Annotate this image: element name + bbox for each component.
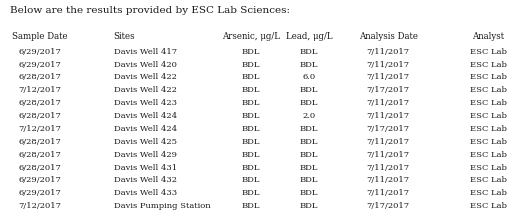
Text: 7/12/2017: 7/12/2017 [18, 86, 61, 94]
Text: 7/12/2017: 7/12/2017 [18, 202, 61, 210]
Text: Davis Well 433: Davis Well 433 [114, 189, 177, 197]
Text: ESC Lab: ESC Lab [470, 48, 507, 56]
Text: 6/28/2017: 6/28/2017 [18, 99, 61, 107]
Text: 7/17/2017: 7/17/2017 [366, 202, 410, 210]
Text: Analysis Date: Analysis Date [359, 32, 418, 41]
Text: 7/11/2017: 7/11/2017 [366, 138, 410, 146]
Text: 6/29/2017: 6/29/2017 [18, 176, 61, 184]
Text: ESC Lab: ESC Lab [470, 99, 507, 107]
Text: Analyst: Analyst [473, 32, 504, 41]
Text: 6/29/2017: 6/29/2017 [18, 61, 61, 69]
Text: 7/17/2017: 7/17/2017 [366, 125, 410, 133]
Text: 7/11/2017: 7/11/2017 [366, 151, 410, 159]
Text: BDL: BDL [299, 125, 318, 133]
Text: 6/28/2017: 6/28/2017 [18, 112, 61, 120]
Text: BDL: BDL [299, 61, 318, 69]
Text: ESC Lab: ESC Lab [470, 125, 507, 133]
Text: Davis Well 422: Davis Well 422 [114, 73, 176, 81]
Text: 7/11/2017: 7/11/2017 [366, 164, 410, 172]
Text: Sample Date: Sample Date [12, 32, 68, 41]
Text: BDL: BDL [241, 61, 260, 69]
Text: 7/11/2017: 7/11/2017 [366, 48, 410, 56]
Text: BDL: BDL [241, 138, 260, 146]
Text: Davis Well 420: Davis Well 420 [114, 61, 176, 69]
Text: Davis Well 425: Davis Well 425 [114, 138, 176, 146]
Text: BDL: BDL [241, 189, 260, 197]
Text: 6/28/2017: 6/28/2017 [18, 138, 61, 146]
Text: ESC Lab: ESC Lab [470, 73, 507, 81]
Text: BDL: BDL [241, 99, 260, 107]
Text: Davis Well 429: Davis Well 429 [114, 151, 176, 159]
Text: 7/11/2017: 7/11/2017 [366, 189, 410, 197]
Text: 6/28/2017: 6/28/2017 [18, 73, 61, 81]
Text: 6/28/2017: 6/28/2017 [18, 164, 61, 172]
Text: Davis Well 432: Davis Well 432 [114, 176, 176, 184]
Text: Arsenic, μg/L: Arsenic, μg/L [222, 32, 280, 41]
Text: 2.0: 2.0 [303, 112, 315, 120]
Text: ESC Lab: ESC Lab [470, 151, 507, 159]
Text: ESC Lab: ESC Lab [470, 164, 507, 172]
Text: BDL: BDL [299, 202, 318, 210]
Text: BDL: BDL [299, 176, 318, 184]
Text: Davis Well 424: Davis Well 424 [114, 125, 177, 133]
Text: 7/17/2017: 7/17/2017 [366, 86, 410, 94]
Text: Davis Well 423: Davis Well 423 [114, 99, 176, 107]
Text: BDL: BDL [241, 125, 260, 133]
Text: Davis Well 422: Davis Well 422 [114, 86, 176, 94]
Text: BDL: BDL [299, 164, 318, 172]
Text: 7/11/2017: 7/11/2017 [366, 61, 410, 69]
Text: ESC Lab: ESC Lab [470, 202, 507, 210]
Text: Davis Well 424: Davis Well 424 [114, 112, 177, 120]
Text: BDL: BDL [241, 176, 260, 184]
Text: BDL: BDL [299, 86, 318, 94]
Text: BDL: BDL [299, 99, 318, 107]
Text: BDL: BDL [241, 86, 260, 94]
Text: BDL: BDL [241, 164, 260, 172]
Text: 6/28/2017: 6/28/2017 [18, 151, 61, 159]
Text: 7/11/2017: 7/11/2017 [366, 99, 410, 107]
Text: 7/12/2017: 7/12/2017 [18, 125, 61, 133]
Text: ESC Lab: ESC Lab [470, 112, 507, 120]
Text: Davis Pumping Station: Davis Pumping Station [114, 202, 210, 210]
Text: 7/11/2017: 7/11/2017 [366, 112, 410, 120]
Text: 7/11/2017: 7/11/2017 [366, 176, 410, 184]
Text: BDL: BDL [299, 48, 318, 56]
Text: BDL: BDL [241, 202, 260, 210]
Text: Below are the results provided by ESC Lab Sciences:: Below are the results provided by ESC La… [10, 6, 289, 15]
Text: BDL: BDL [241, 73, 260, 81]
Text: BDL: BDL [241, 151, 260, 159]
Text: BDL: BDL [299, 138, 318, 146]
Text: BDL: BDL [299, 151, 318, 159]
Text: 7/11/2017: 7/11/2017 [366, 73, 410, 81]
Text: ESC Lab: ESC Lab [470, 189, 507, 197]
Text: 6.0: 6.0 [303, 73, 315, 81]
Text: Lead, μg/L: Lead, μg/L [286, 32, 332, 41]
Text: BDL: BDL [241, 48, 260, 56]
Text: 6/29/2017: 6/29/2017 [18, 189, 61, 197]
Text: BDL: BDL [241, 112, 260, 120]
Text: Davis Well 417: Davis Well 417 [114, 48, 177, 56]
Text: Davis Well 431: Davis Well 431 [114, 164, 177, 172]
Text: 6/29/2017: 6/29/2017 [18, 48, 61, 56]
Text: ESC Lab: ESC Lab [470, 61, 507, 69]
Text: ESC Lab: ESC Lab [470, 86, 507, 94]
Text: ESC Lab: ESC Lab [470, 138, 507, 146]
Text: Sites: Sites [114, 32, 135, 41]
Text: ESC Lab: ESC Lab [470, 176, 507, 184]
Text: BDL: BDL [299, 189, 318, 197]
